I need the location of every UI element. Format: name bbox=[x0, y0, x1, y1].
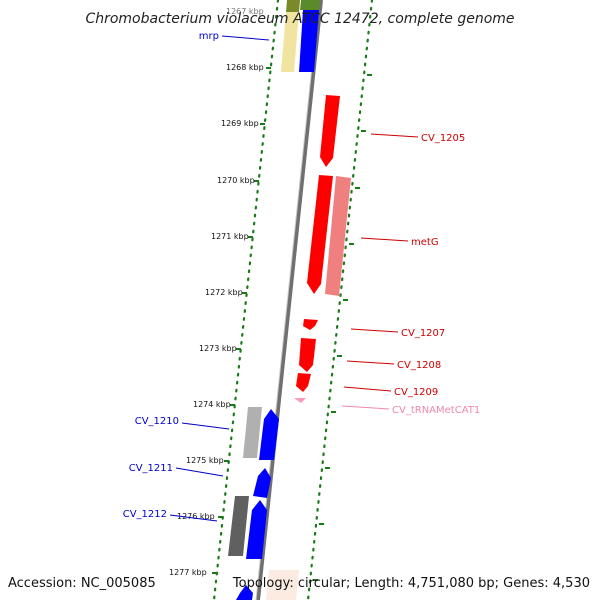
label-cv1212: CV_1212 bbox=[123, 509, 167, 520]
gene-cv1209-arrow bbox=[296, 373, 311, 392]
feature-blue-top-border bbox=[300, 0, 320, 10]
gene-cv1207-arrow bbox=[303, 319, 318, 330]
label-line-cv1208 bbox=[346, 360, 395, 365]
gene-cv1210-feature bbox=[243, 407, 262, 458]
tick-label-1272: 1272 kbp bbox=[205, 288, 243, 297]
gene-metg-feature bbox=[325, 176, 351, 296]
label-line-cv1210 bbox=[181, 422, 230, 430]
outer-track-dots bbox=[306, 0, 374, 600]
label-line-metg bbox=[360, 237, 409, 242]
gene-cv1212-feature bbox=[228, 496, 249, 556]
gene-cv1210-arrow bbox=[259, 409, 279, 460]
tick-label-1268: 1268 kbp bbox=[226, 63, 264, 72]
label-cv1209: CV_1209 bbox=[394, 387, 438, 398]
label-line-cv1207 bbox=[350, 328, 399, 333]
label-line-cv1211 bbox=[175, 467, 224, 477]
label-line-cv1209 bbox=[343, 386, 392, 392]
trna-cv-trnametcat1 bbox=[294, 398, 306, 403]
label-mrp: mrp bbox=[199, 31, 219, 42]
tick-label-1274: 1274 kbp bbox=[193, 400, 231, 409]
feature-blue-top bbox=[299, 10, 319, 72]
tick-label-1267: 1267 kbp bbox=[226, 7, 264, 16]
tick-label-1277: 1277 kbp bbox=[169, 568, 207, 577]
feature-pale-yellow bbox=[281, 12, 299, 72]
tick-label-1271: 1271 kbp bbox=[211, 232, 249, 241]
genome-summary-text: Topology: circular; Length: 4,751,080 bp… bbox=[232, 576, 590, 591]
tick-label-1275: 1275 kbp bbox=[186, 456, 224, 465]
tick-label-1270: 1270 kbp bbox=[217, 176, 255, 185]
gene-bottom-arrow bbox=[236, 585, 253, 600]
genome-backbone bbox=[256, 0, 323, 600]
label-line-trna bbox=[341, 405, 390, 410]
feature-olive-top bbox=[286, 0, 300, 12]
tick-label-1276: 1276 kbp bbox=[177, 512, 215, 521]
tick-label-1269: 1269 kbp bbox=[221, 119, 259, 128]
accession-text: Accession: NC_005085 bbox=[8, 576, 156, 591]
gene-cv1205-arrow bbox=[320, 95, 340, 167]
label-line-mrp bbox=[221, 35, 270, 41]
label-cv1210: CV_1210 bbox=[135, 416, 179, 427]
tick-label-1273: 1273 kbp bbox=[199, 344, 237, 353]
gene-metg-arrow bbox=[307, 175, 333, 294]
scale-ticks bbox=[212, 67, 372, 581]
backbone-highlight bbox=[255, 0, 320, 600]
map-title: Chromobacterium violaceum ATCC 12472, co… bbox=[85, 11, 514, 27]
gene-cv1208-arrow bbox=[299, 338, 316, 372]
label-cv1205: CV_1205 bbox=[421, 133, 465, 144]
feature-bottom-faint bbox=[266, 570, 299, 600]
label-line-cv1212 bbox=[169, 514, 218, 522]
label-cv1208: CV_1208 bbox=[397, 360, 441, 371]
label-metg: metG bbox=[411, 237, 439, 248]
gene-cv1211-arrow bbox=[253, 468, 271, 498]
label-cv1211: CV_1211 bbox=[129, 463, 173, 474]
gene-cv1212-arrow bbox=[246, 500, 267, 559]
label-cv1207: CV_1207 bbox=[401, 328, 445, 339]
label-cv-trnametcat1: CV_tRNAMetCAT1 bbox=[392, 405, 480, 416]
label-line-cv1205 bbox=[370, 133, 419, 138]
